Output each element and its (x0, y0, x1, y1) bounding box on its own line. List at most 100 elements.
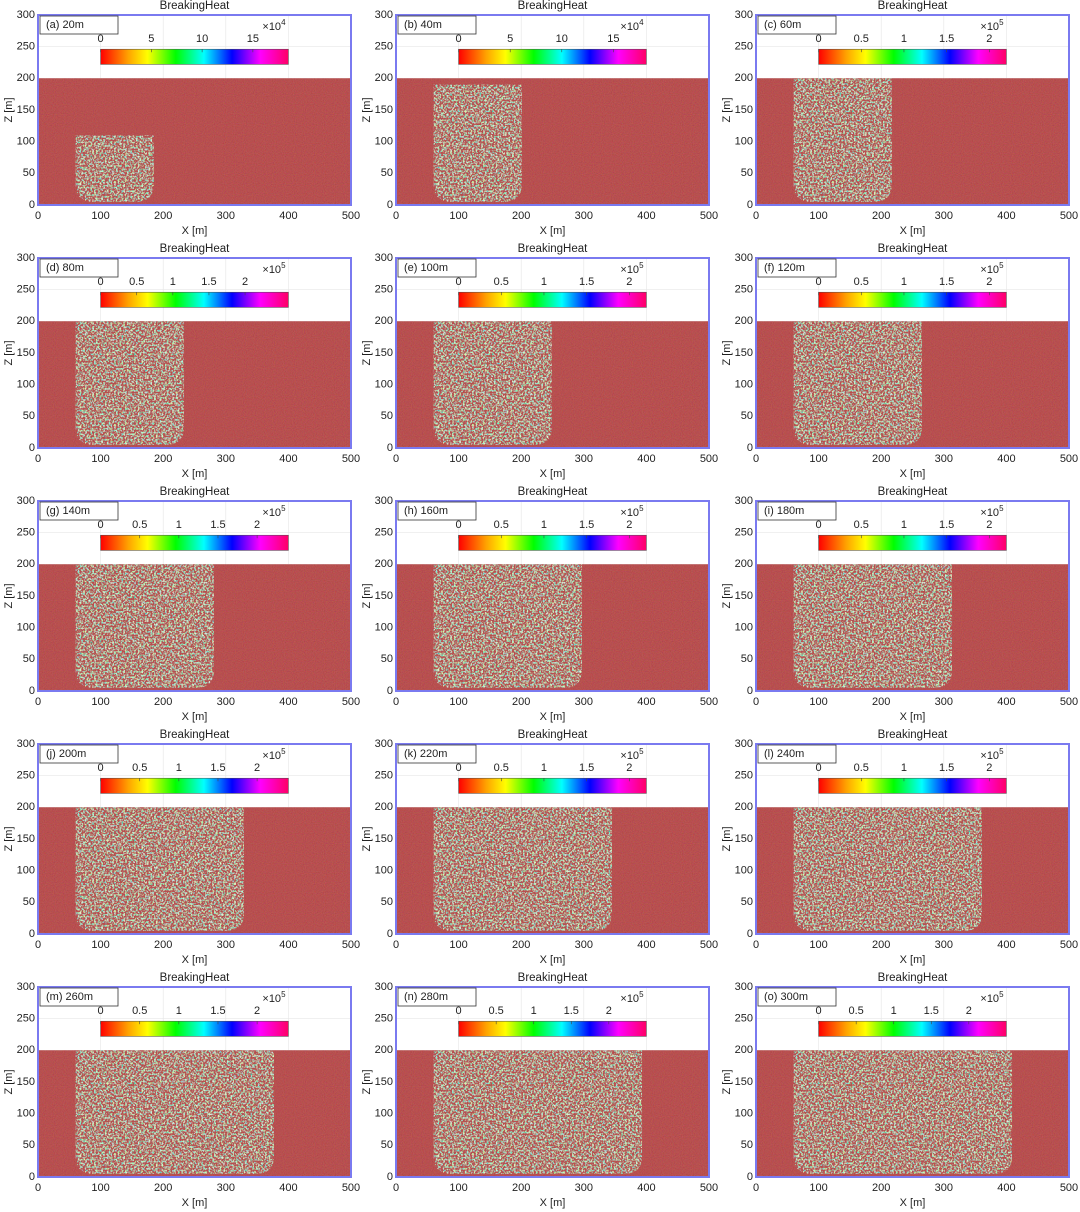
y-tick-label: 200 (735, 558, 753, 570)
x-tick-label: 300 (575, 1182, 593, 1194)
x-tick-label: 400 (997, 453, 1015, 465)
x-tick-label: 200 (872, 210, 890, 222)
x-tick-label: 0 (393, 210, 399, 222)
colorbar (818, 1020, 1007, 1037)
exponent-power: 5 (999, 18, 1004, 27)
colorbar-tick-label: 1 (901, 276, 907, 288)
panel-label: (l) 240m (757, 744, 837, 764)
x-tick-label: 100 (91, 696, 109, 708)
x-tick-label: 200 (872, 696, 890, 708)
exponent-base: ×10 (620, 507, 639, 519)
x-tick-label: 0 (35, 939, 41, 951)
exponent-base: ×10 (980, 993, 999, 1005)
x-tick-label: 400 (279, 696, 297, 708)
plot-frame (755, 257, 1070, 449)
y-tick-label: 200 (735, 315, 753, 327)
panel-title: BreakingHeat (160, 243, 230, 255)
colorbar-tick-label: 1 (901, 762, 907, 774)
y-tick-label: 250 (375, 284, 393, 296)
exponent-power: 5 (281, 990, 286, 999)
colorbar (458, 48, 647, 65)
colorbar-tick-label: 0 (816, 33, 822, 45)
y-axis-label: Z [m] (361, 97, 373, 122)
y-tick-label: 0 (387, 928, 393, 940)
panel-title: BreakingHeat (878, 972, 948, 984)
x-tick-label: 300 (217, 1182, 235, 1194)
panel-title: BreakingHeat (518, 972, 588, 984)
colorbar-exponent: ×105 (262, 747, 286, 762)
panel-title: BreakingHeat (160, 0, 230, 12)
colorbar-exponent: ×105 (980, 747, 1004, 762)
x-tick-label: 500 (700, 939, 718, 951)
panel-label: (m) 260m (39, 987, 119, 1007)
x-axis-label: X [m] (182, 225, 208, 237)
exponent-base: ×10 (620, 750, 639, 762)
y-tick-label: 150 (17, 1076, 35, 1088)
x-tick-label: 200 (512, 1182, 530, 1194)
label-box (757, 987, 837, 1007)
x-tick-label: 300 (575, 939, 593, 951)
x-tick-label: 200 (512, 210, 530, 222)
y-tick-label: 200 (17, 72, 35, 84)
colorbar (100, 48, 289, 65)
colorbar (458, 1020, 647, 1037)
y-tick-label: 0 (387, 442, 393, 454)
y-tick-label: 250 (375, 1013, 393, 1025)
colorbar-tick-label: 1 (891, 1005, 897, 1017)
panel-label: (i) 180m (757, 501, 837, 521)
x-tick-label: 500 (700, 210, 718, 222)
y-tick-label: 50 (741, 1139, 753, 1151)
y-tick-label: 50 (381, 410, 393, 422)
exponent-base: ×10 (980, 750, 999, 762)
label-text: (f) 120m (764, 262, 805, 274)
x-tick-label: 0 (35, 696, 41, 708)
plot-frame (755, 500, 1070, 692)
y-tick-label: 150 (375, 347, 393, 359)
y-tick-label: 100 (735, 865, 753, 877)
x-tick-label: 100 (91, 1182, 109, 1194)
y-tick-label: 0 (747, 685, 753, 697)
x-axis-label: X [m] (182, 468, 208, 480)
label-text: (o) 300m (764, 991, 808, 1003)
y-tick-label: 200 (735, 801, 753, 813)
colorbar-tick-label: 2 (242, 276, 248, 288)
label-text: (k) 220m (404, 748, 447, 760)
colorbar-tick-label: 1.5 (939, 762, 954, 774)
exponent-base: ×10 (980, 264, 999, 276)
rock-mass (756, 564, 1069, 691)
rock-mass (38, 321, 351, 448)
colorbar-tick-label: 2 (966, 1005, 972, 1017)
y-tick-label: 250 (735, 41, 753, 53)
x-tick-label: 100 (91, 210, 109, 222)
colorbar-tick-label: 1.5 (939, 519, 954, 531)
y-tick-label: 0 (387, 199, 393, 211)
y-tick-label: 100 (17, 865, 35, 877)
x-tick-label: 0 (753, 939, 759, 951)
panel-title: BreakingHeat (160, 486, 230, 498)
rock-mass (396, 807, 709, 934)
panel-label: (c) 60m (757, 15, 837, 35)
label-text: (h) 160m (404, 505, 448, 517)
label-text: (m) 260m (46, 991, 93, 1003)
colorbar-tick-label: 1.5 (939, 33, 954, 45)
colorbar-tick-label: 2 (986, 762, 992, 774)
colorbar-tick-label: 1 (541, 519, 547, 531)
y-tick-label: 0 (29, 685, 35, 697)
x-axis-label: X [m] (540, 711, 566, 723)
panel-title: BreakingHeat (518, 486, 588, 498)
colorbar-tick-label: 2 (626, 276, 632, 288)
x-tick-label: 300 (217, 453, 235, 465)
x-tick-label: 100 (809, 210, 827, 222)
x-tick-label: 100 (449, 210, 467, 222)
y-tick-label: 250 (735, 527, 753, 539)
exponent-base: ×10 (262, 264, 281, 276)
y-tick-label: 50 (23, 410, 35, 422)
x-tick-label: 500 (342, 696, 360, 708)
colorbar-tick-label: 2 (626, 762, 632, 774)
y-tick-label: 150 (375, 1076, 393, 1088)
x-tick-label: 0 (753, 210, 759, 222)
colorbar-tick-label: 0.5 (494, 276, 509, 288)
x-tick-label: 200 (872, 1182, 890, 1194)
